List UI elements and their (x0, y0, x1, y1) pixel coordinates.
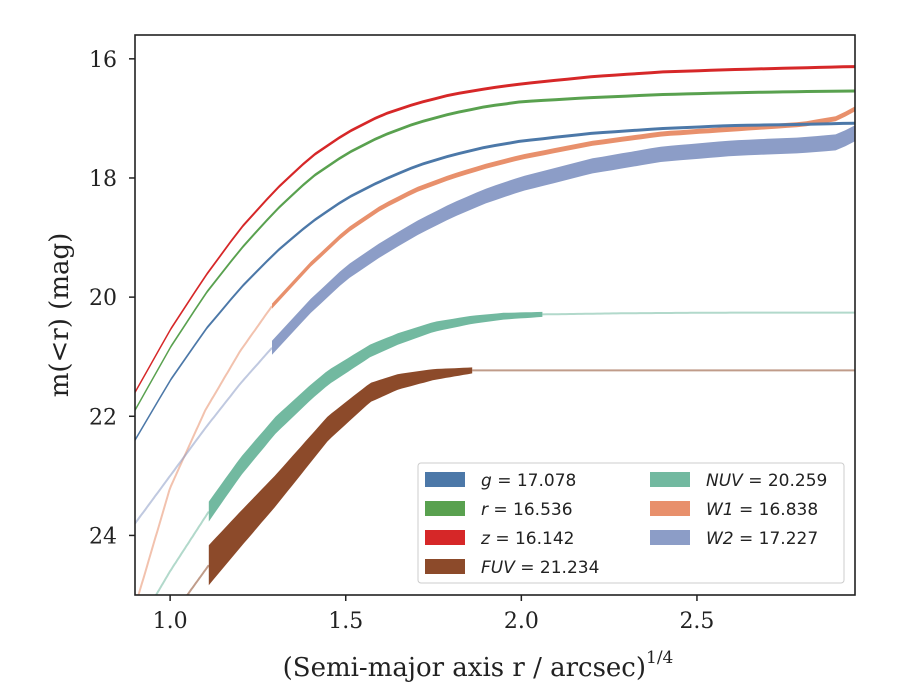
series-w2 (135, 125, 855, 525)
legend-item-z: z = 16.142 (425, 529, 574, 549)
y-axis-label: m(<r) (mag) (45, 233, 75, 398)
ticks-layer: 1.0 1.5 2.0 2.5 16 18 20 22 24 (89, 48, 714, 634)
y-tick-label: 18 (89, 167, 117, 192)
legend-item-g: g = 17.078 (425, 471, 576, 491)
series-fuv-faint-lead (186, 564, 210, 595)
y-tick-label: 24 (89, 524, 117, 549)
series-w1 (137, 106, 855, 595)
series-r (135, 89, 855, 412)
legend-label-g: g = 17.078 (481, 471, 576, 491)
x-tick-label: 1.5 (328, 609, 363, 634)
series-g-band (135, 121, 855, 442)
y-tick-label: 16 (89, 48, 117, 73)
series-w1-faint-lead (137, 305, 273, 595)
legend-item-w2: W2 = 17.227 (650, 529, 818, 549)
legend-swatch-nuv (650, 472, 690, 487)
legend: g = 17.078 r = 16.536 z = 16.142 FUV = 21.2… (417, 462, 845, 584)
series-w2-faint-lead (135, 347, 273, 525)
series-g (135, 121, 855, 442)
legend-label-z: z = 16.142 (480, 529, 574, 549)
legend-item-fuv: FUV = 21.234 (425, 558, 599, 578)
legend-swatch-r (425, 501, 465, 516)
x-tick-label: 2.5 (679, 609, 714, 634)
y-tick-label: 22 (89, 405, 117, 430)
series-fuv (186, 367, 855, 595)
x-axis-label: (Semi-major axis r / arcsec)1/4 (283, 648, 674, 683)
legend-label-fuv: FUV = 21.234 (481, 558, 599, 578)
series-r-band (135, 89, 855, 412)
series-nuv-band (208, 311, 543, 522)
legend-swatch-w2 (650, 530, 690, 545)
series-layer (135, 65, 855, 595)
plot-frame (134, 34, 856, 596)
legend-frame (417, 462, 845, 584)
series-nuv (154, 311, 855, 595)
series-w1-band (272, 106, 855, 309)
series-fuv-band (208, 367, 473, 586)
x-tick-label: 2.0 (504, 609, 539, 634)
legend-swatch-fuv (425, 559, 465, 574)
legend-label-w1: W1 = 16.838 (706, 500, 818, 520)
legend-label-nuv: NUV = 20.259 (706, 471, 827, 491)
series-z-band (135, 65, 855, 394)
series-nuv-faint-lead (154, 511, 210, 595)
series-w2-band (272, 125, 855, 355)
legend-label-w2: W2 = 17.227 (706, 529, 818, 549)
series-z (135, 65, 855, 394)
legend-swatch-w1 (650, 501, 690, 516)
legend-swatch-g (425, 472, 465, 487)
series-nuv-faint-tail (542, 311, 855, 316)
legend-swatch-z (425, 530, 465, 545)
legend-item-nuv: NUV = 20.259 (650, 471, 827, 491)
x-tick-label: 1.0 (153, 609, 188, 634)
y-tick-label: 20 (89, 286, 117, 311)
legend-item-w1: W1 = 16.838 (650, 500, 818, 520)
legend-label-r: r = 16.536 (481, 500, 573, 520)
legend-item-r: r = 16.536 (425, 500, 573, 520)
